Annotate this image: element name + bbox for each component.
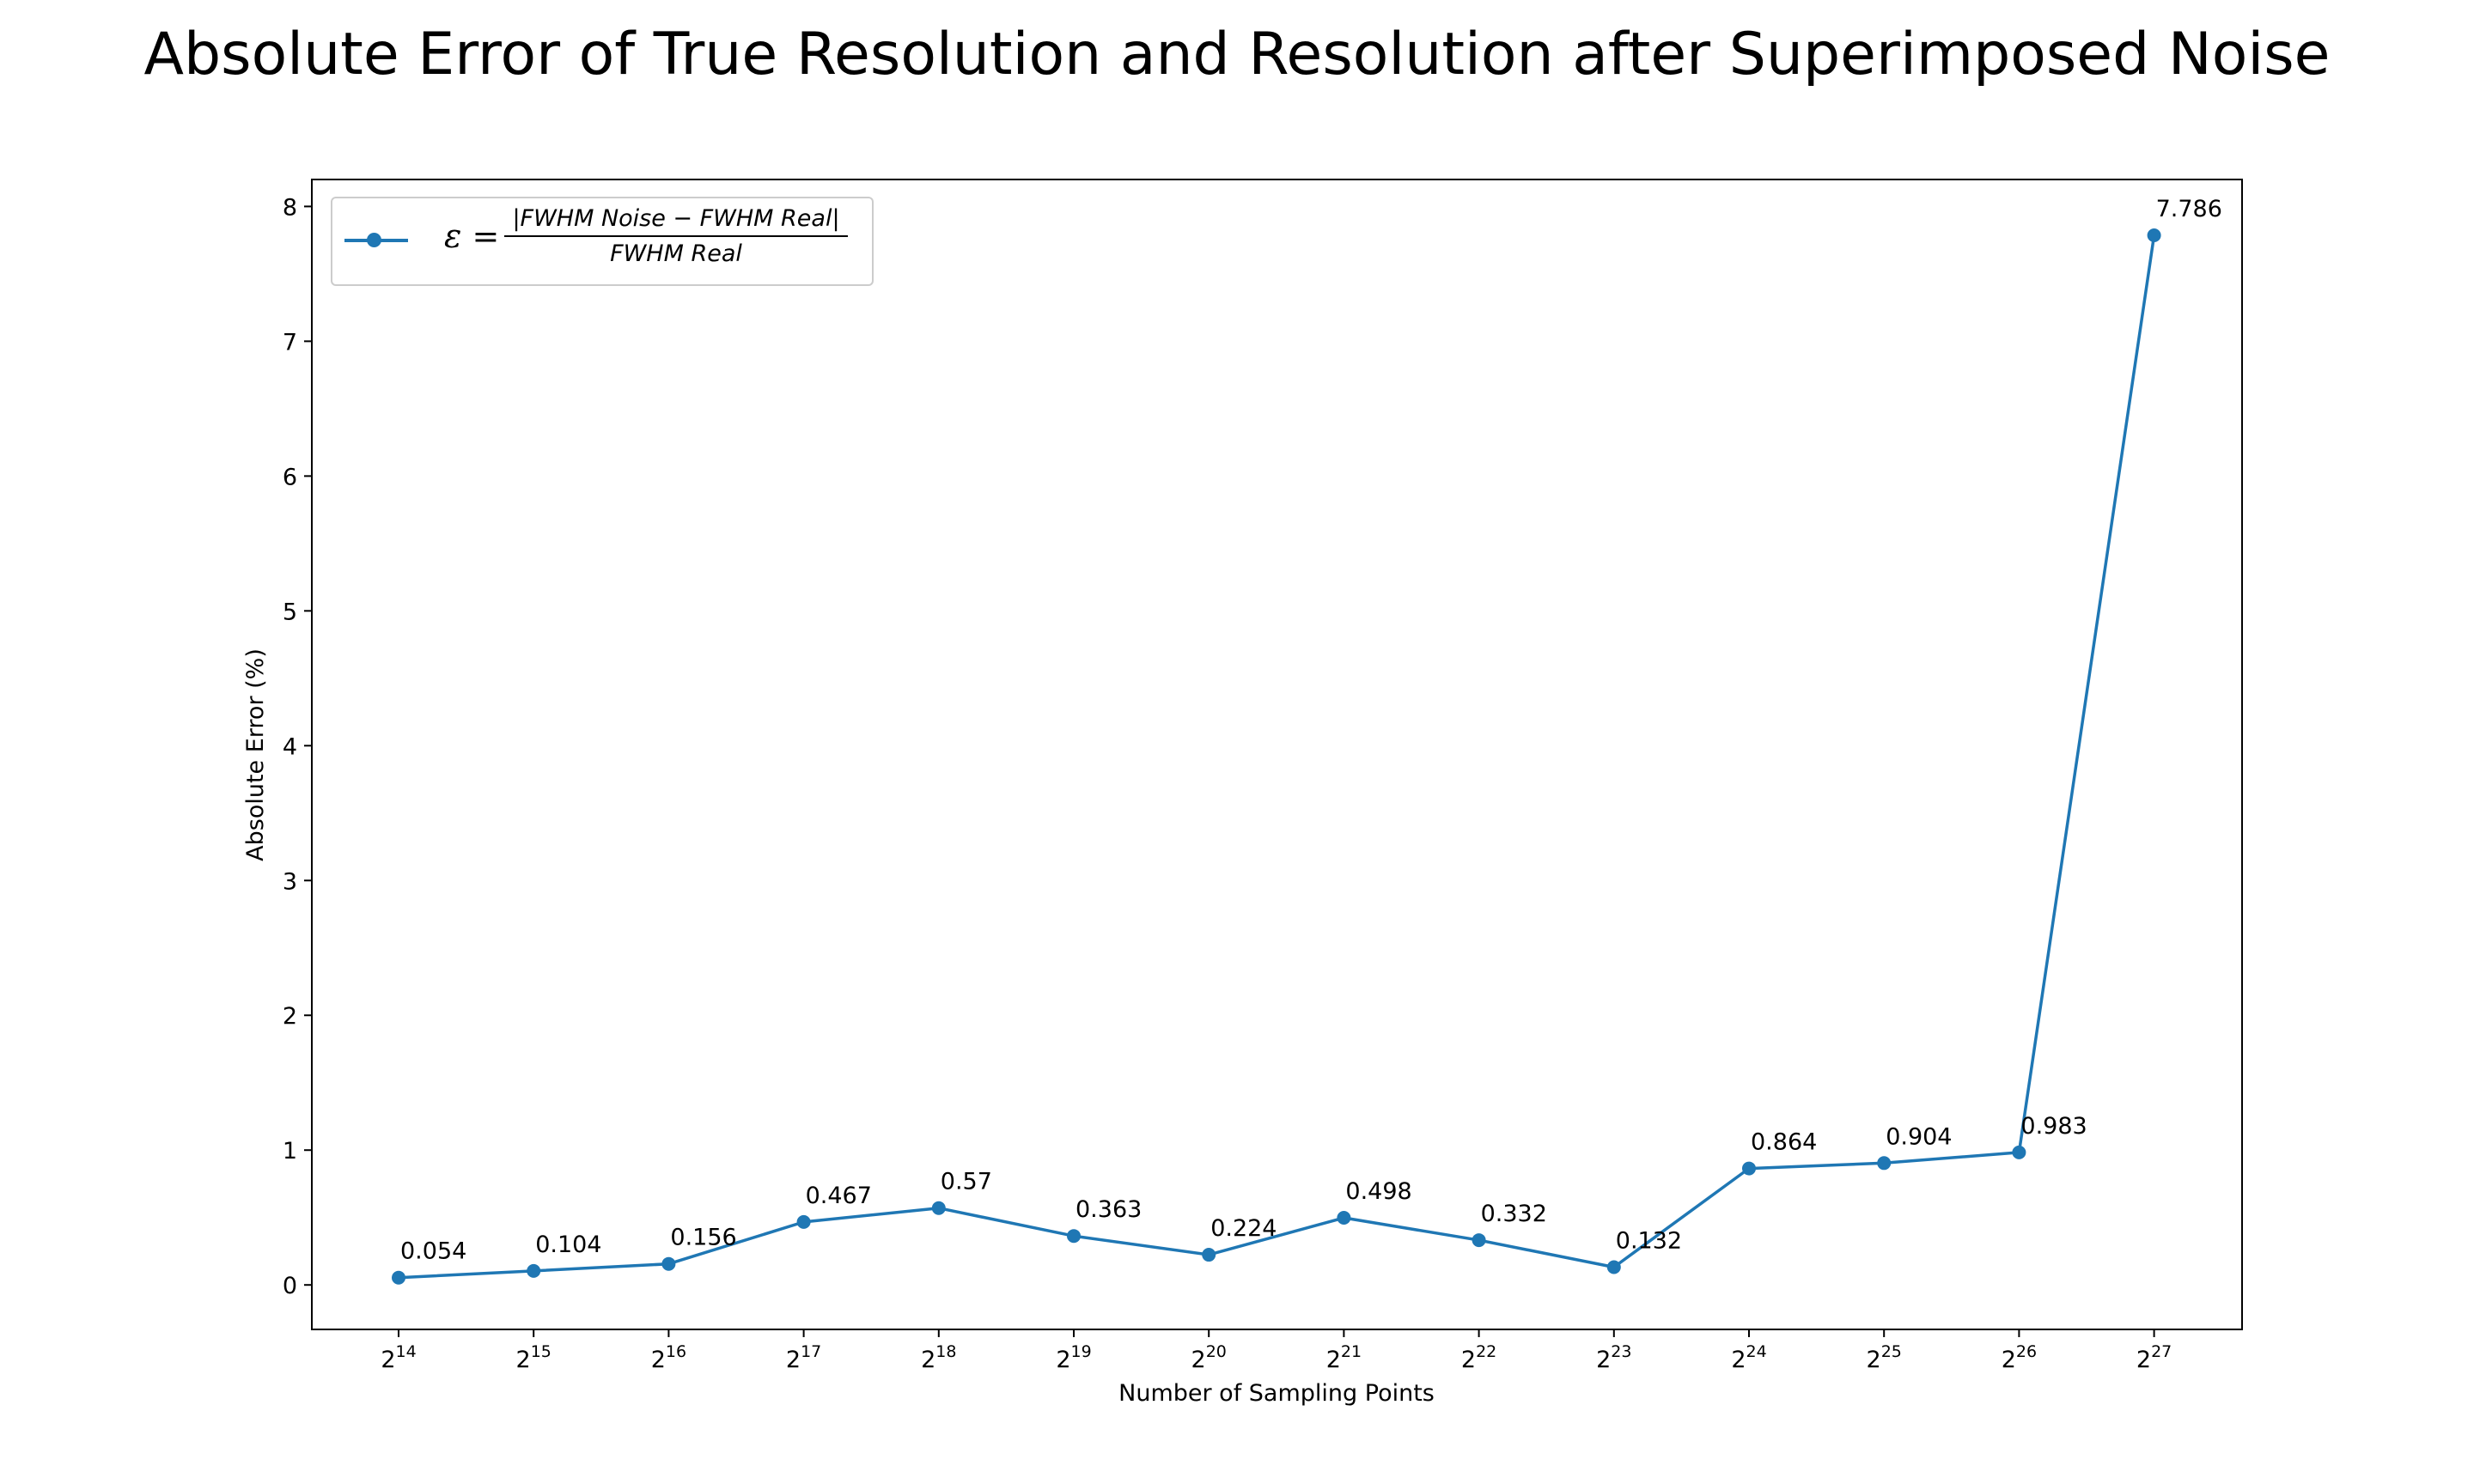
axes-frame [311, 179, 2243, 1330]
data-point [1472, 1233, 1486, 1248]
y-tick-label: 6 [283, 464, 297, 490]
x-axis-label: Number of Sampling Points [1118, 1380, 1435, 1407]
data-point [392, 1270, 405, 1285]
data-label: 0.104 [535, 1232, 601, 1258]
x-tick-label: 216 [651, 1342, 686, 1373]
x-tick-label: 227 [2136, 1342, 2172, 1373]
data-point [1742, 1161, 1756, 1176]
x-tick-label: 215 [516, 1342, 551, 1373]
legend: ε = |FWHM Noise − FWHM Real| FWHM Real [331, 197, 874, 286]
x-tick-label: 214 [381, 1342, 416, 1373]
x-tick-label: 224 [1731, 1342, 1766, 1373]
data-label: 0.498 [1345, 1178, 1411, 1205]
y-tick-label: 4 [283, 733, 297, 760]
data-label: 0.054 [400, 1238, 466, 1265]
y-tick-label: 8 [283, 194, 297, 221]
data-point [527, 1263, 541, 1278]
legend-dot-marker [367, 233, 381, 247]
x-tick-label: 219 [1056, 1342, 1091, 1373]
x-tick-label: 225 [1867, 1342, 1902, 1373]
data-point [796, 1214, 811, 1229]
data-label: 0.904 [1886, 1123, 1952, 1150]
x-tick-label: 222 [1461, 1342, 1496, 1373]
ticks-layer: 0 1 2 3 4 5 6 7 8 214 215 216 217 218 219 220 221 222 223 2… [283, 194, 2172, 1373]
x-tick-label: 221 [1326, 1342, 1362, 1373]
data-label: 0.132 [1616, 1227, 1682, 1254]
data-labels-layer: 0.054 0.104 0.156 0.467 0.57 0.363 0.224 0.498 0… [400, 196, 2222, 1265]
y-axis-label: Absolute Error (%) [242, 648, 269, 861]
data-label: 0.224 [1210, 1215, 1277, 1242]
data-label: 0.332 [1481, 1201, 1547, 1227]
data-label: 0.983 [2020, 1113, 2087, 1140]
x-tick-label: 217 [786, 1342, 821, 1373]
data-point [1606, 1260, 1621, 1274]
series-line [398, 234, 2156, 1280]
data-label: 0.864 [1751, 1129, 1817, 1156]
data-label: 0.467 [806, 1183, 872, 1209]
data-point [931, 1201, 946, 1215]
x-tick-label: 226 [2002, 1342, 2037, 1373]
chart-title: Absolute Error of True Resolution and Re… [143, 21, 2331, 88]
data-point [2147, 228, 2161, 242]
data-point [2012, 1145, 2026, 1159]
legend-denominator: FWHM Real [610, 240, 742, 267]
legend-fraction: |FWHM Noise − FWHM Real| FWHM Real [504, 205, 848, 267]
data-label: 0.363 [1076, 1196, 1142, 1223]
y-tick-label: 1 [283, 1138, 297, 1165]
y-tick-label: 0 [283, 1273, 297, 1299]
data-point [1337, 1211, 1351, 1226]
x-tick-label: 223 [1596, 1342, 1631, 1373]
data-point [1877, 1156, 1892, 1171]
legend-numerator: |FWHM Noise − FWHM Real| [504, 205, 848, 237]
x-tick-label: 220 [1191, 1342, 1227, 1373]
y-tick-label: 3 [283, 868, 297, 895]
data-label: 0.57 [941, 1169, 992, 1195]
data-label: 0.156 [670, 1225, 736, 1251]
legend-epsilon-symbol: ε = [444, 217, 500, 255]
data-point [1067, 1229, 1081, 1244]
y-tick-label: 2 [283, 1003, 297, 1030]
data-point [661, 1256, 676, 1271]
y-tick-label: 5 [283, 599, 297, 625]
data-label: 7.786 [2156, 196, 2222, 222]
data-point [1202, 1248, 1216, 1262]
series-layer [392, 228, 2161, 1285]
x-tick-label: 218 [921, 1342, 956, 1373]
y-tick-label: 7 [283, 329, 297, 356]
